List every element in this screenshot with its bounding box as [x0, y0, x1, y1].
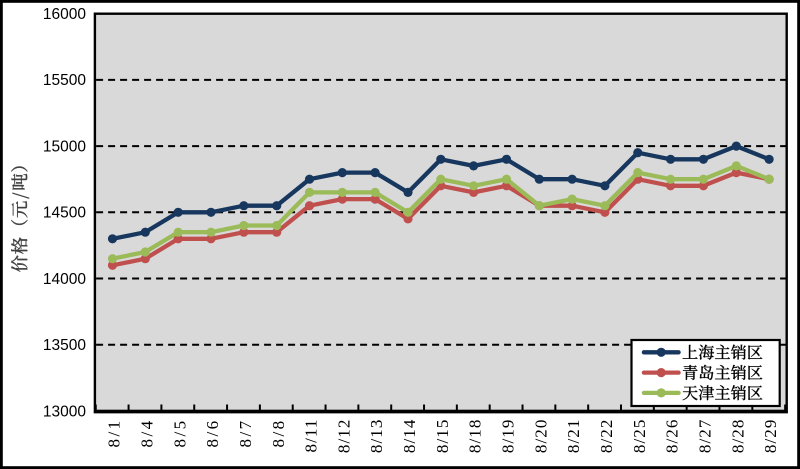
svg-text:8/26: 8/26 — [663, 419, 682, 454]
svg-text:14000: 14000 — [43, 271, 86, 288]
svg-text:8/8: 8/8 — [269, 419, 288, 448]
svg-text:8/15: 8/15 — [433, 419, 452, 454]
svg-text:13500: 13500 — [43, 337, 86, 354]
svg-text:14500: 14500 — [43, 205, 86, 222]
svg-text:8/21: 8/21 — [564, 419, 583, 454]
svg-text:8/18: 8/18 — [466, 419, 485, 454]
svg-text:8/19: 8/19 — [499, 419, 518, 454]
svg-text:8/12: 8/12 — [334, 419, 353, 454]
svg-text:13000: 13000 — [43, 403, 86, 420]
svg-text:8/5: 8/5 — [170, 419, 189, 448]
svg-text:8/28: 8/28 — [728, 419, 747, 454]
svg-text:8/27: 8/27 — [696, 419, 715, 454]
svg-text:16000: 16000 — [43, 6, 86, 23]
svg-text:15000: 15000 — [43, 138, 86, 155]
svg-text:15500: 15500 — [43, 72, 86, 89]
svg-text:8/13: 8/13 — [367, 419, 386, 454]
svg-text:8/22: 8/22 — [597, 419, 616, 454]
svg-text:8/1: 8/1 — [105, 419, 124, 448]
svg-text:8/20: 8/20 — [531, 419, 550, 454]
svg-text:8/14: 8/14 — [400, 419, 419, 454]
svg-text:8/29: 8/29 — [761, 419, 780, 454]
svg-text:8/11: 8/11 — [302, 419, 321, 453]
svg-text:8/4: 8/4 — [137, 419, 156, 448]
svg-text:8/6: 8/6 — [203, 419, 222, 448]
svg-text:8/25: 8/25 — [630, 419, 649, 454]
svg-text:8/7: 8/7 — [236, 419, 255, 448]
